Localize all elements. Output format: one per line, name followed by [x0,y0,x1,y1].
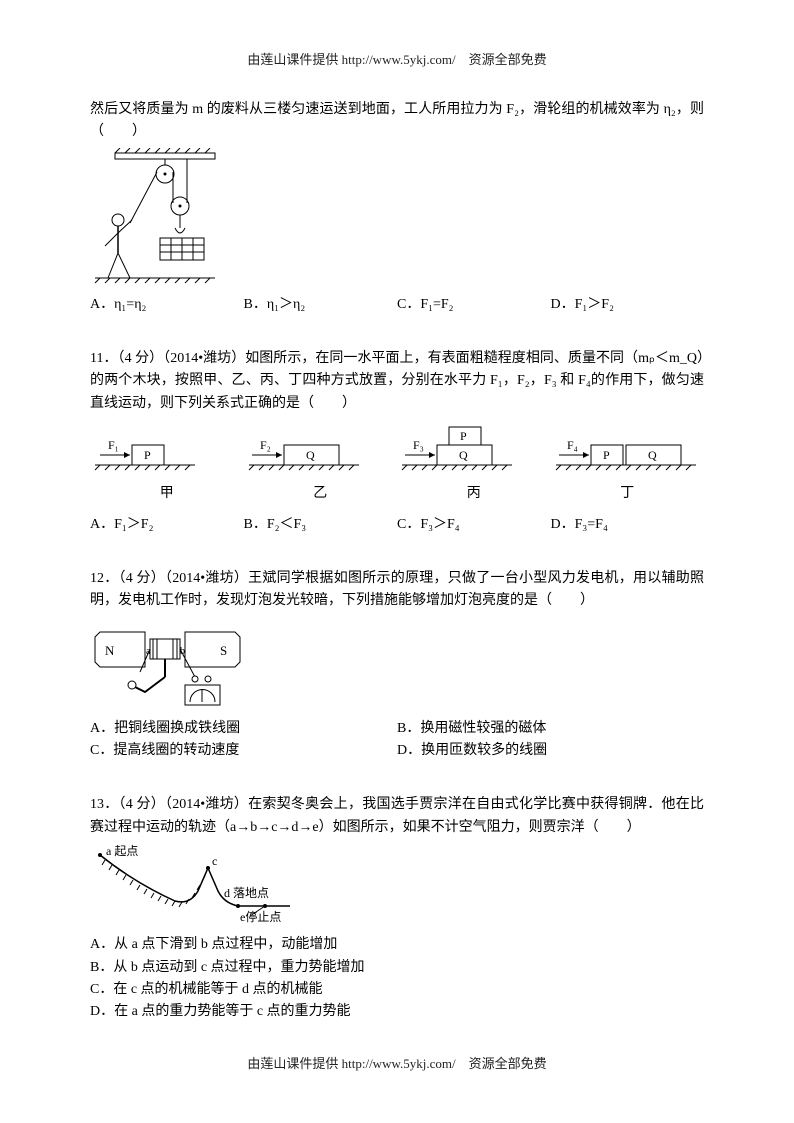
q12-opt-d: D．换用匝数较多的线圈 [397,740,704,762]
q11-opt-b: B．F₂＜F₃ [244,514,398,536]
q12-text: 12．（4 分）（2014•潍坊）王斌同学根据如图所示的原理，只做了一台小型风力… [90,568,704,613]
q11-label-3: 丙 [397,483,551,505]
q11-figure: F₁ P 甲 F₂ Q 乙 P F₃ Q 丙 [90,423,704,505]
svg-text:S: S [220,643,227,658]
svg-text:d 落地点: d 落地点 [224,886,269,900]
q13-opt-a: A．从 a 点下滑到 b 点过程中，动能增加 [90,934,704,956]
svg-text:P: P [144,448,151,462]
q13-opt-d: D．在 a 点的重力势能等于 c 点的重力势能 [90,1001,704,1023]
page-header: 由莲山课件提供 http://www.5ykj.com/ 资源全部免费 [90,50,704,71]
q13-options: A．从 a 点下滑到 b 点过程中，动能增加 B．从 b 点运动到 c 点过程中… [90,934,704,1024]
q10-opt-b: B．η₁＞η₂ [244,294,398,316]
q13-opt-b: B．从 b 点运动到 c 点过程中，重力势能增加 [90,957,704,979]
page-footer: 由莲山课件提供 http://www.5ykj.com/ 资源全部免费 [0,1054,794,1075]
q12-opt-b: B．换用磁性较强的磁体 [397,718,704,740]
q11-text: 11．（4 分）（2014•潍坊）如图所示，在同一水平面上，有表面粗糙程度相同、… [90,348,704,415]
svg-text:F₂: F₂ [260,438,271,452]
q10-figure [90,148,704,288]
q11-opt-c: C．F₃＞F₄ [397,514,551,536]
svg-text:P: P [460,429,467,443]
q12-figure: N S ab [90,617,704,712]
q11-label-2: 乙 [244,483,398,505]
svg-text:F₁: F₁ [108,438,119,452]
q13-text: 13．（4 分）（2014•潍坊）在索契冬奥会上，我国选手贾宗洋在自由式化学比赛… [90,794,704,839]
svg-text:e停止点: e停止点 [240,909,281,924]
svg-text:F₄: F₄ [567,438,578,452]
q10-opt-a: A．η₁=η₂ [90,294,244,316]
q12-opt-a: A．把铜线圈换成铁线圈 [90,718,397,740]
q10-intro: 然后又将质量为 m 的废料从三楼匀速运送到地面，工人所用拉力为 F₂，滑轮组的机… [90,99,704,144]
q10-options: A．η₁=η₂ B．η₁＞η₂ C．F₁=F₂ D．F₁＞F₂ [90,294,704,316]
q11-opt-d: D．F₃=F₄ [551,514,705,536]
q11-label-1: 甲 [90,483,244,505]
svg-text:F₃: F₃ [413,438,424,452]
svg-text:Q: Q [306,448,315,462]
svg-text:c: c [212,854,217,868]
q13-opt-c: C．在 c 点的机械能等于 d 点的机械能 [90,979,704,1001]
q12-options: A．把铜线圈换成铁线圈 B．换用磁性较强的磁体 C．提高线圈的转动速度 D．换用… [90,718,704,763]
q11-opt-a: A．F₁＞F₂ [90,514,244,536]
svg-text:P: P [603,448,610,462]
svg-text:a 起点: a 起点 [106,844,138,858]
q11-options: A．F₁＞F₂ B．F₂＜F₃ C．F₃＞F₄ D．F₃=F₄ [90,514,704,536]
svg-text:Q: Q [648,448,657,462]
svg-text:b: b [180,646,185,657]
q13-figure: a 起点 c d 落地点 e停止点 [90,843,704,928]
q11-label-4: 丁 [551,483,705,505]
svg-text:Q: Q [459,448,468,462]
q10-opt-c: C．F₁=F₂ [397,294,551,316]
svg-text:N: N [105,643,115,658]
q10-opt-d: D．F₁＞F₂ [551,294,705,316]
q12-opt-c: C．提高线圈的转动速度 [90,740,397,762]
